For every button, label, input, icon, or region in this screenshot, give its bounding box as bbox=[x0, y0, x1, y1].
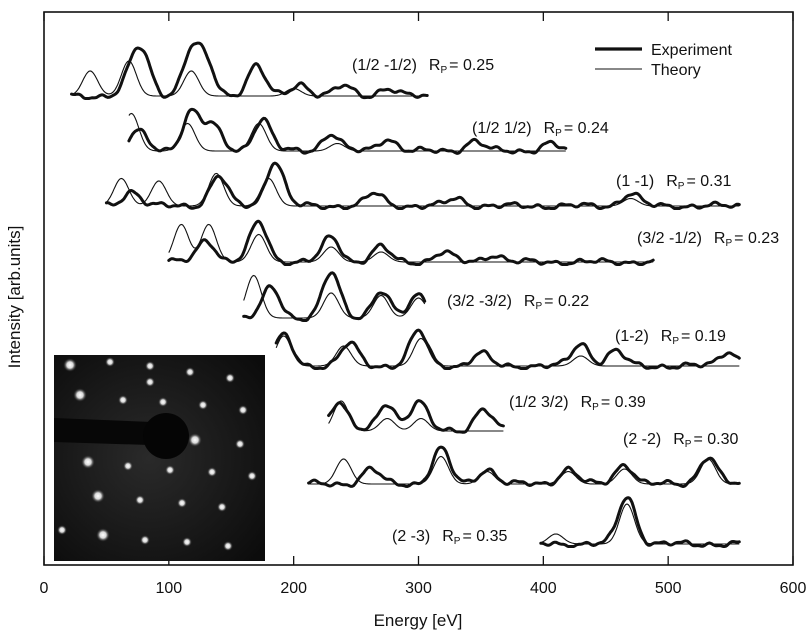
diffraction-spot bbox=[165, 465, 175, 475]
experiment-curve bbox=[327, 399, 505, 434]
experiment-curve bbox=[539, 496, 741, 548]
diffraction-spot bbox=[145, 361, 155, 371]
diffraction-spot bbox=[118, 395, 128, 405]
diffraction-spot bbox=[247, 471, 257, 481]
beam-label: (2 -2) RP = 0.30 bbox=[623, 431, 739, 450]
beam-label: (2 -3) RP = 0.35 bbox=[392, 528, 508, 547]
x-axis-ticks: 0 100 200 300 400 500 600 bbox=[40, 12, 807, 597]
diffraction-spot bbox=[185, 367, 195, 377]
diffraction-spot bbox=[135, 495, 145, 505]
inset-electron-gun-shadow bbox=[143, 413, 189, 459]
beam-label: (1 -1) RP = 0.31 bbox=[616, 173, 732, 192]
y-axis-title: Intensity [arb.units] bbox=[5, 226, 24, 369]
beam-label: (1/2 3/2) RP = 0.39 bbox=[509, 394, 646, 413]
diffraction-spot bbox=[188, 433, 202, 447]
diffraction-spot bbox=[198, 400, 208, 410]
diffraction-spot bbox=[207, 467, 217, 477]
theory-curve bbox=[308, 455, 740, 485]
beam-label: (1-2) RP = 0.19 bbox=[615, 328, 726, 347]
experiment-curve bbox=[127, 107, 568, 155]
diffraction-spot bbox=[57, 525, 67, 535]
beam-label: (1/2 1/2) RP = 0.24 bbox=[472, 120, 609, 139]
diffraction-spot bbox=[96, 528, 110, 542]
diffraction-spot bbox=[217, 502, 227, 512]
x-tick-label: 100 bbox=[155, 580, 182, 597]
x-tick-label: 400 bbox=[530, 580, 557, 597]
beam-label: (3/2 -3/2) RP = 0.22 bbox=[447, 293, 589, 312]
diffraction-spot bbox=[73, 388, 87, 402]
beam-label: (1/2 -1/2) RP = 0.25 bbox=[352, 57, 494, 76]
diffraction-spot bbox=[81, 455, 95, 469]
diffraction-spot bbox=[105, 357, 115, 367]
experiment-curve bbox=[70, 41, 429, 100]
diffraction-spot bbox=[140, 535, 150, 545]
diffraction-spot bbox=[235, 439, 245, 449]
diffraction-spot bbox=[182, 537, 192, 547]
legend-theory-label: Theory bbox=[651, 62, 701, 79]
experiment-curve bbox=[274, 328, 741, 370]
experiment-curve bbox=[104, 161, 741, 210]
beam-labels-group: (1/2 -1/2) RP = 0.25 (1/2 1/2) RP = 0.24 (1 -1… bbox=[352, 57, 779, 547]
theory-curve bbox=[243, 274, 426, 319]
x-tick-label: 0 bbox=[40, 580, 49, 597]
diffraction-spot bbox=[63, 358, 77, 372]
experiment-curve bbox=[242, 271, 427, 322]
diffraction-spot bbox=[91, 489, 105, 503]
curves-group bbox=[70, 41, 741, 548]
experiment-curve bbox=[307, 445, 741, 488]
diffraction-spot bbox=[238, 405, 248, 415]
diffraction-spot bbox=[177, 498, 187, 508]
diffraction-spot bbox=[223, 541, 233, 551]
x-axis-title: Energy [eV] bbox=[374, 611, 463, 630]
inset-electron-gun-holder bbox=[54, 418, 152, 445]
legend-experiment-label: Experiment bbox=[651, 42, 732, 59]
inset-diffraction-spots bbox=[57, 357, 257, 551]
diffraction-spot bbox=[158, 397, 168, 407]
beam-label: (3/2 -1/2) RP = 0.23 bbox=[637, 230, 779, 249]
diffraction-spot bbox=[123, 461, 133, 471]
x-tick-label: 500 bbox=[655, 580, 682, 597]
legend: Experiment Theory bbox=[595, 42, 732, 79]
diffraction-spot bbox=[145, 377, 155, 387]
leed-pattern-inset bbox=[54, 355, 265, 561]
diffraction-spot bbox=[225, 373, 235, 383]
x-tick-label: 300 bbox=[405, 580, 432, 597]
theory-curve bbox=[540, 503, 740, 545]
experiment-curve bbox=[167, 219, 655, 266]
x-tick-label: 200 bbox=[280, 580, 307, 597]
x-tick-label: 600 bbox=[780, 580, 807, 597]
theory-curve bbox=[105, 172, 740, 207]
